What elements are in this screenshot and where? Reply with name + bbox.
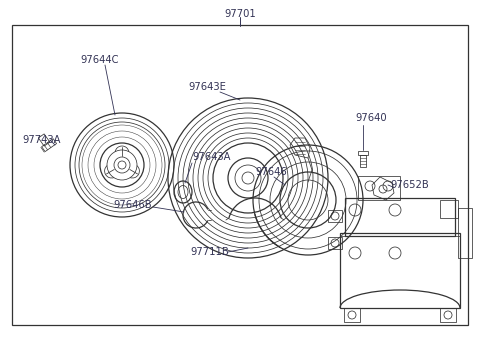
Bar xyxy=(440,200,458,218)
Text: 97652B: 97652B xyxy=(390,180,429,190)
Text: 97643E: 97643E xyxy=(188,82,226,92)
Text: 97644C: 97644C xyxy=(81,55,119,65)
Text: 97701: 97701 xyxy=(224,9,256,19)
Text: 97640: 97640 xyxy=(355,113,386,123)
Text: 97646B: 97646B xyxy=(113,200,152,210)
Bar xyxy=(458,208,472,258)
Text: 97743A: 97743A xyxy=(22,135,60,145)
Bar xyxy=(358,176,400,200)
Bar xyxy=(12,25,468,325)
Bar xyxy=(344,308,360,322)
Bar xyxy=(440,308,456,322)
Bar xyxy=(328,237,342,249)
Text: 97643A: 97643A xyxy=(192,152,230,162)
Bar xyxy=(345,198,455,236)
Bar xyxy=(340,233,460,308)
Bar xyxy=(328,210,342,222)
Text: 97646: 97646 xyxy=(255,167,287,177)
Text: 97711B: 97711B xyxy=(190,247,229,257)
